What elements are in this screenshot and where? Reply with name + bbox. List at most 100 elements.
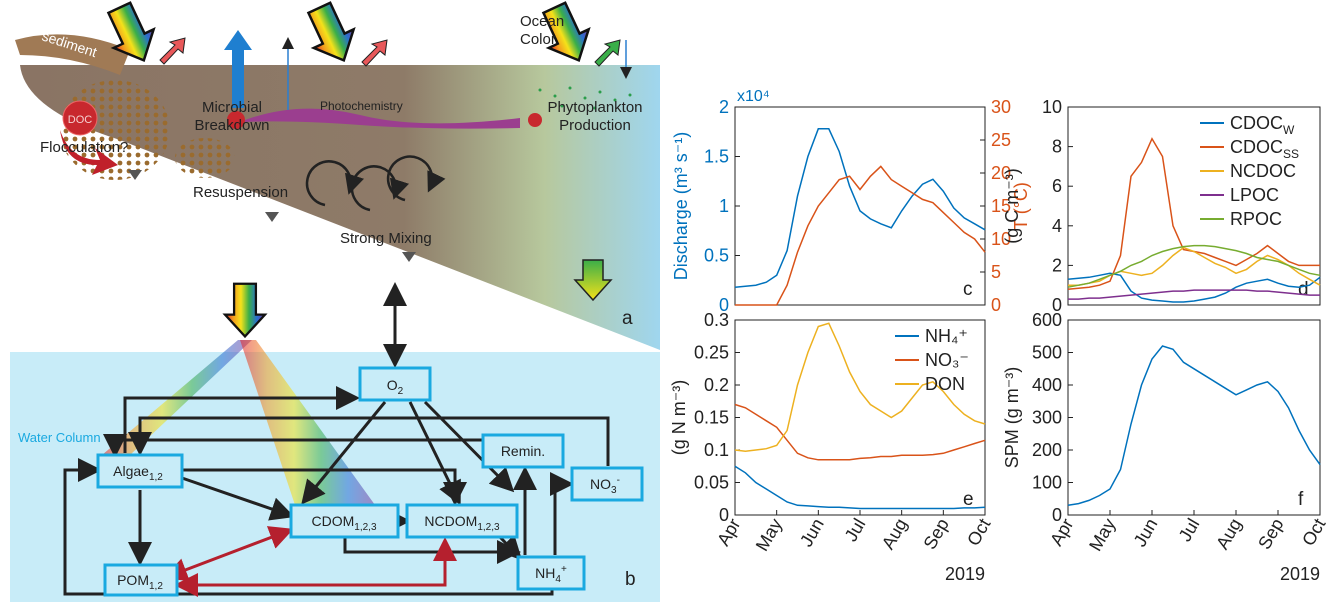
legend-label: CDOCW xyxy=(1230,113,1295,137)
light-arrow xyxy=(299,0,363,70)
y-tick-label: 400 xyxy=(1032,375,1062,395)
label: Color xyxy=(520,31,556,48)
label: Ocean xyxy=(520,13,564,30)
panel-label: f xyxy=(1298,489,1304,510)
x-tick-label: Jun xyxy=(1130,515,1162,550)
node-label: O xyxy=(387,377,398,393)
resuspension-dots xyxy=(175,138,235,178)
label: Water Column xyxy=(18,430,101,445)
label: Production xyxy=(559,117,631,134)
x-tick-label: Jul xyxy=(841,515,870,545)
node-label: Algae xyxy=(113,463,149,479)
y-tick-label: 0.1 xyxy=(704,440,729,460)
series-line xyxy=(1068,248,1320,286)
figure: sediment DOC Flocculation? Microbial Bre… xyxy=(0,0,1330,602)
reflect-arrow xyxy=(362,40,387,66)
doc-small xyxy=(528,113,542,127)
node-sub: 1,2 xyxy=(149,472,163,483)
y-tick-label: 6 xyxy=(1052,176,1062,196)
y-tick-label: 2 xyxy=(719,97,729,117)
y-tick-label: 200 xyxy=(1032,440,1062,460)
node-label: POM xyxy=(117,572,149,588)
legend-label: RPOC xyxy=(1230,209,1282,229)
panel-b: O2 Remin. NO3- Algae1,2 CDOM1,2,3 NCDOM1… xyxy=(10,284,660,602)
y2-tick-label: 0 xyxy=(991,295,1001,315)
legend-sub: W xyxy=(1283,123,1295,137)
node-sub: 3 xyxy=(611,485,617,496)
legend-name: NCDOC xyxy=(1230,161,1296,181)
legend-name: NO₃⁻ xyxy=(925,350,969,370)
node-label: NO xyxy=(590,476,611,492)
node: NH4+ xyxy=(518,557,584,589)
series-line xyxy=(735,129,985,287)
y-tick-label: 0.05 xyxy=(694,473,729,493)
y-axis-label: SPM (g m⁻³) xyxy=(1002,367,1022,469)
legend-label: CDOCSS xyxy=(1230,137,1299,161)
node-sub: 4 xyxy=(555,574,561,585)
y2-tick-label: 30 xyxy=(991,97,1011,117)
plot-frame xyxy=(1068,320,1320,515)
node-label: NH xyxy=(535,565,555,581)
series-line xyxy=(1068,346,1320,505)
x-tick-label: Sep xyxy=(919,515,952,553)
y-tick-label: 0.2 xyxy=(704,375,729,395)
series-line xyxy=(735,166,985,305)
node-sub: 1,2,3 xyxy=(477,522,500,533)
reflect-arrow xyxy=(160,38,185,64)
y-axis-label: (g C m⁻³) xyxy=(1002,168,1022,244)
legend-label: NCDOC xyxy=(1230,161,1296,181)
label: Resuspension xyxy=(193,184,288,201)
node: Remin. xyxy=(483,435,563,467)
node: NO3- xyxy=(572,468,642,500)
y-tick-label: 10 xyxy=(1042,97,1062,117)
x-tick-label: Oct xyxy=(963,515,994,549)
node-label: NCDOM xyxy=(424,513,477,529)
x-tick-label: Aug xyxy=(1212,515,1245,553)
node-label: Remin. xyxy=(501,443,545,459)
legend-name: CDOC xyxy=(1230,137,1283,157)
legend-label: DON xyxy=(925,374,965,394)
y-tick-label: 600 xyxy=(1032,310,1062,330)
legend-name: LPOC xyxy=(1230,185,1279,205)
light-arrow xyxy=(225,284,265,337)
label: Breakdown xyxy=(194,117,269,134)
x-tick-label: Jun xyxy=(796,515,828,550)
node-sup: - xyxy=(617,475,620,486)
series-line xyxy=(1068,290,1320,299)
legend-name: NH₄⁺ xyxy=(925,326,968,346)
node-sup: + xyxy=(561,564,567,575)
y-tick-label: 0.5 xyxy=(704,246,729,266)
x-axis-label: 2019 xyxy=(945,564,985,584)
legend-name: DON xyxy=(925,374,965,394)
node: CDOM1,2,3 xyxy=(291,505,398,537)
y-tick-label: 500 xyxy=(1032,343,1062,363)
y-axis-label: Discharge (m³ s⁻¹) xyxy=(671,132,691,281)
legend-sub: SS xyxy=(1283,147,1299,161)
legend-name: RPOC xyxy=(1230,209,1282,229)
y-tick-label: 0.15 xyxy=(694,408,729,428)
panel-label: b xyxy=(625,569,636,590)
y2-tick-label: 25 xyxy=(991,130,1011,150)
label: Phytoplankton xyxy=(547,99,642,116)
legend-label: LPOC xyxy=(1230,185,1279,205)
node-label: CDOM xyxy=(311,513,354,529)
y-tick-label: 2 xyxy=(1052,255,1062,275)
label: Photochemistry xyxy=(320,99,403,113)
node-sub: 1,2 xyxy=(149,581,163,592)
y-scale-label: x10⁴ xyxy=(737,88,770,105)
label: DOC xyxy=(68,114,93,126)
x-axis-label: 2019 xyxy=(1280,564,1320,584)
legend-label: NO₃⁻ xyxy=(925,350,969,370)
x-tick-label: Sep xyxy=(1254,515,1287,553)
x-tick-label: Aug xyxy=(878,515,911,553)
x-tick-label: Apr xyxy=(1046,515,1077,549)
series-line xyxy=(735,405,985,460)
x-tick-label: May xyxy=(752,515,786,554)
series-line xyxy=(735,466,985,508)
panel-label: c xyxy=(963,279,973,300)
node: NCDOM1,2,3 xyxy=(407,505,517,537)
y-tick-label: 300 xyxy=(1032,408,1062,428)
legend-label: NH₄⁺ xyxy=(925,326,968,346)
panel-a: sediment DOC Flocculation? Microbial Bre… xyxy=(15,0,660,350)
label: Microbial xyxy=(202,99,262,116)
